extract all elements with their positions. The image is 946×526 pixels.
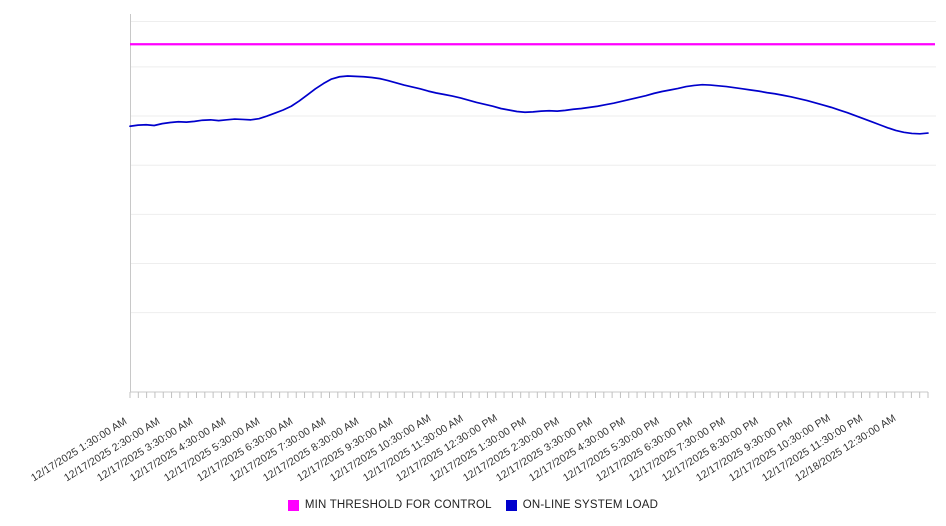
- legend-label-threshold: MIN THRESHOLD FOR CONTROL: [304, 499, 492, 511]
- legend-item-load[interactable]: ON-LINE SYSTEM LOAD: [505, 499, 659, 511]
- x-axis-labels: 12/17/2025 1:30:00 AM 12/17/2025 2:30:00 …: [0, 398, 946, 493]
- x-axis-ticks: [129, 392, 929, 398]
- gridlines-group: [130, 21, 936, 314]
- legend-swatch-threshold-icon: [287, 499, 299, 511]
- load-series-line: [129, 75, 929, 135]
- legend-item-threshold[interactable]: MIN THRESHOLD FOR CONTROL: [287, 499, 492, 511]
- legend-label-load: ON-LINE SYSTEM LOAD: [522, 499, 659, 511]
- legend-swatch-load-icon: [505, 499, 517, 511]
- chart-legend: MIN THRESHOLD FOR CONTROL ON-LINE SYSTEM…: [0, 494, 946, 516]
